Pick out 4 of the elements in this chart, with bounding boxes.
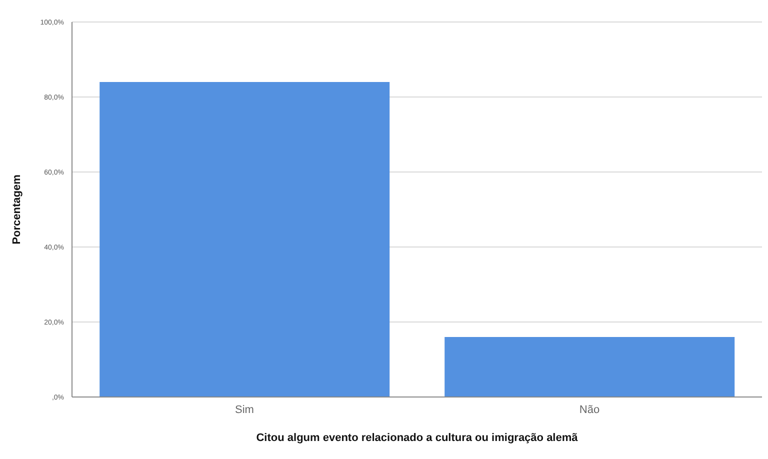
y-axis-title: Porcentagem <box>10 174 23 244</box>
x-tick-label: Não <box>579 404 600 416</box>
x-axis-title: Citou algum evento relacionado a cultura ou imigração alemã <box>256 432 579 444</box>
x-tick-label: Sim <box>235 404 254 416</box>
